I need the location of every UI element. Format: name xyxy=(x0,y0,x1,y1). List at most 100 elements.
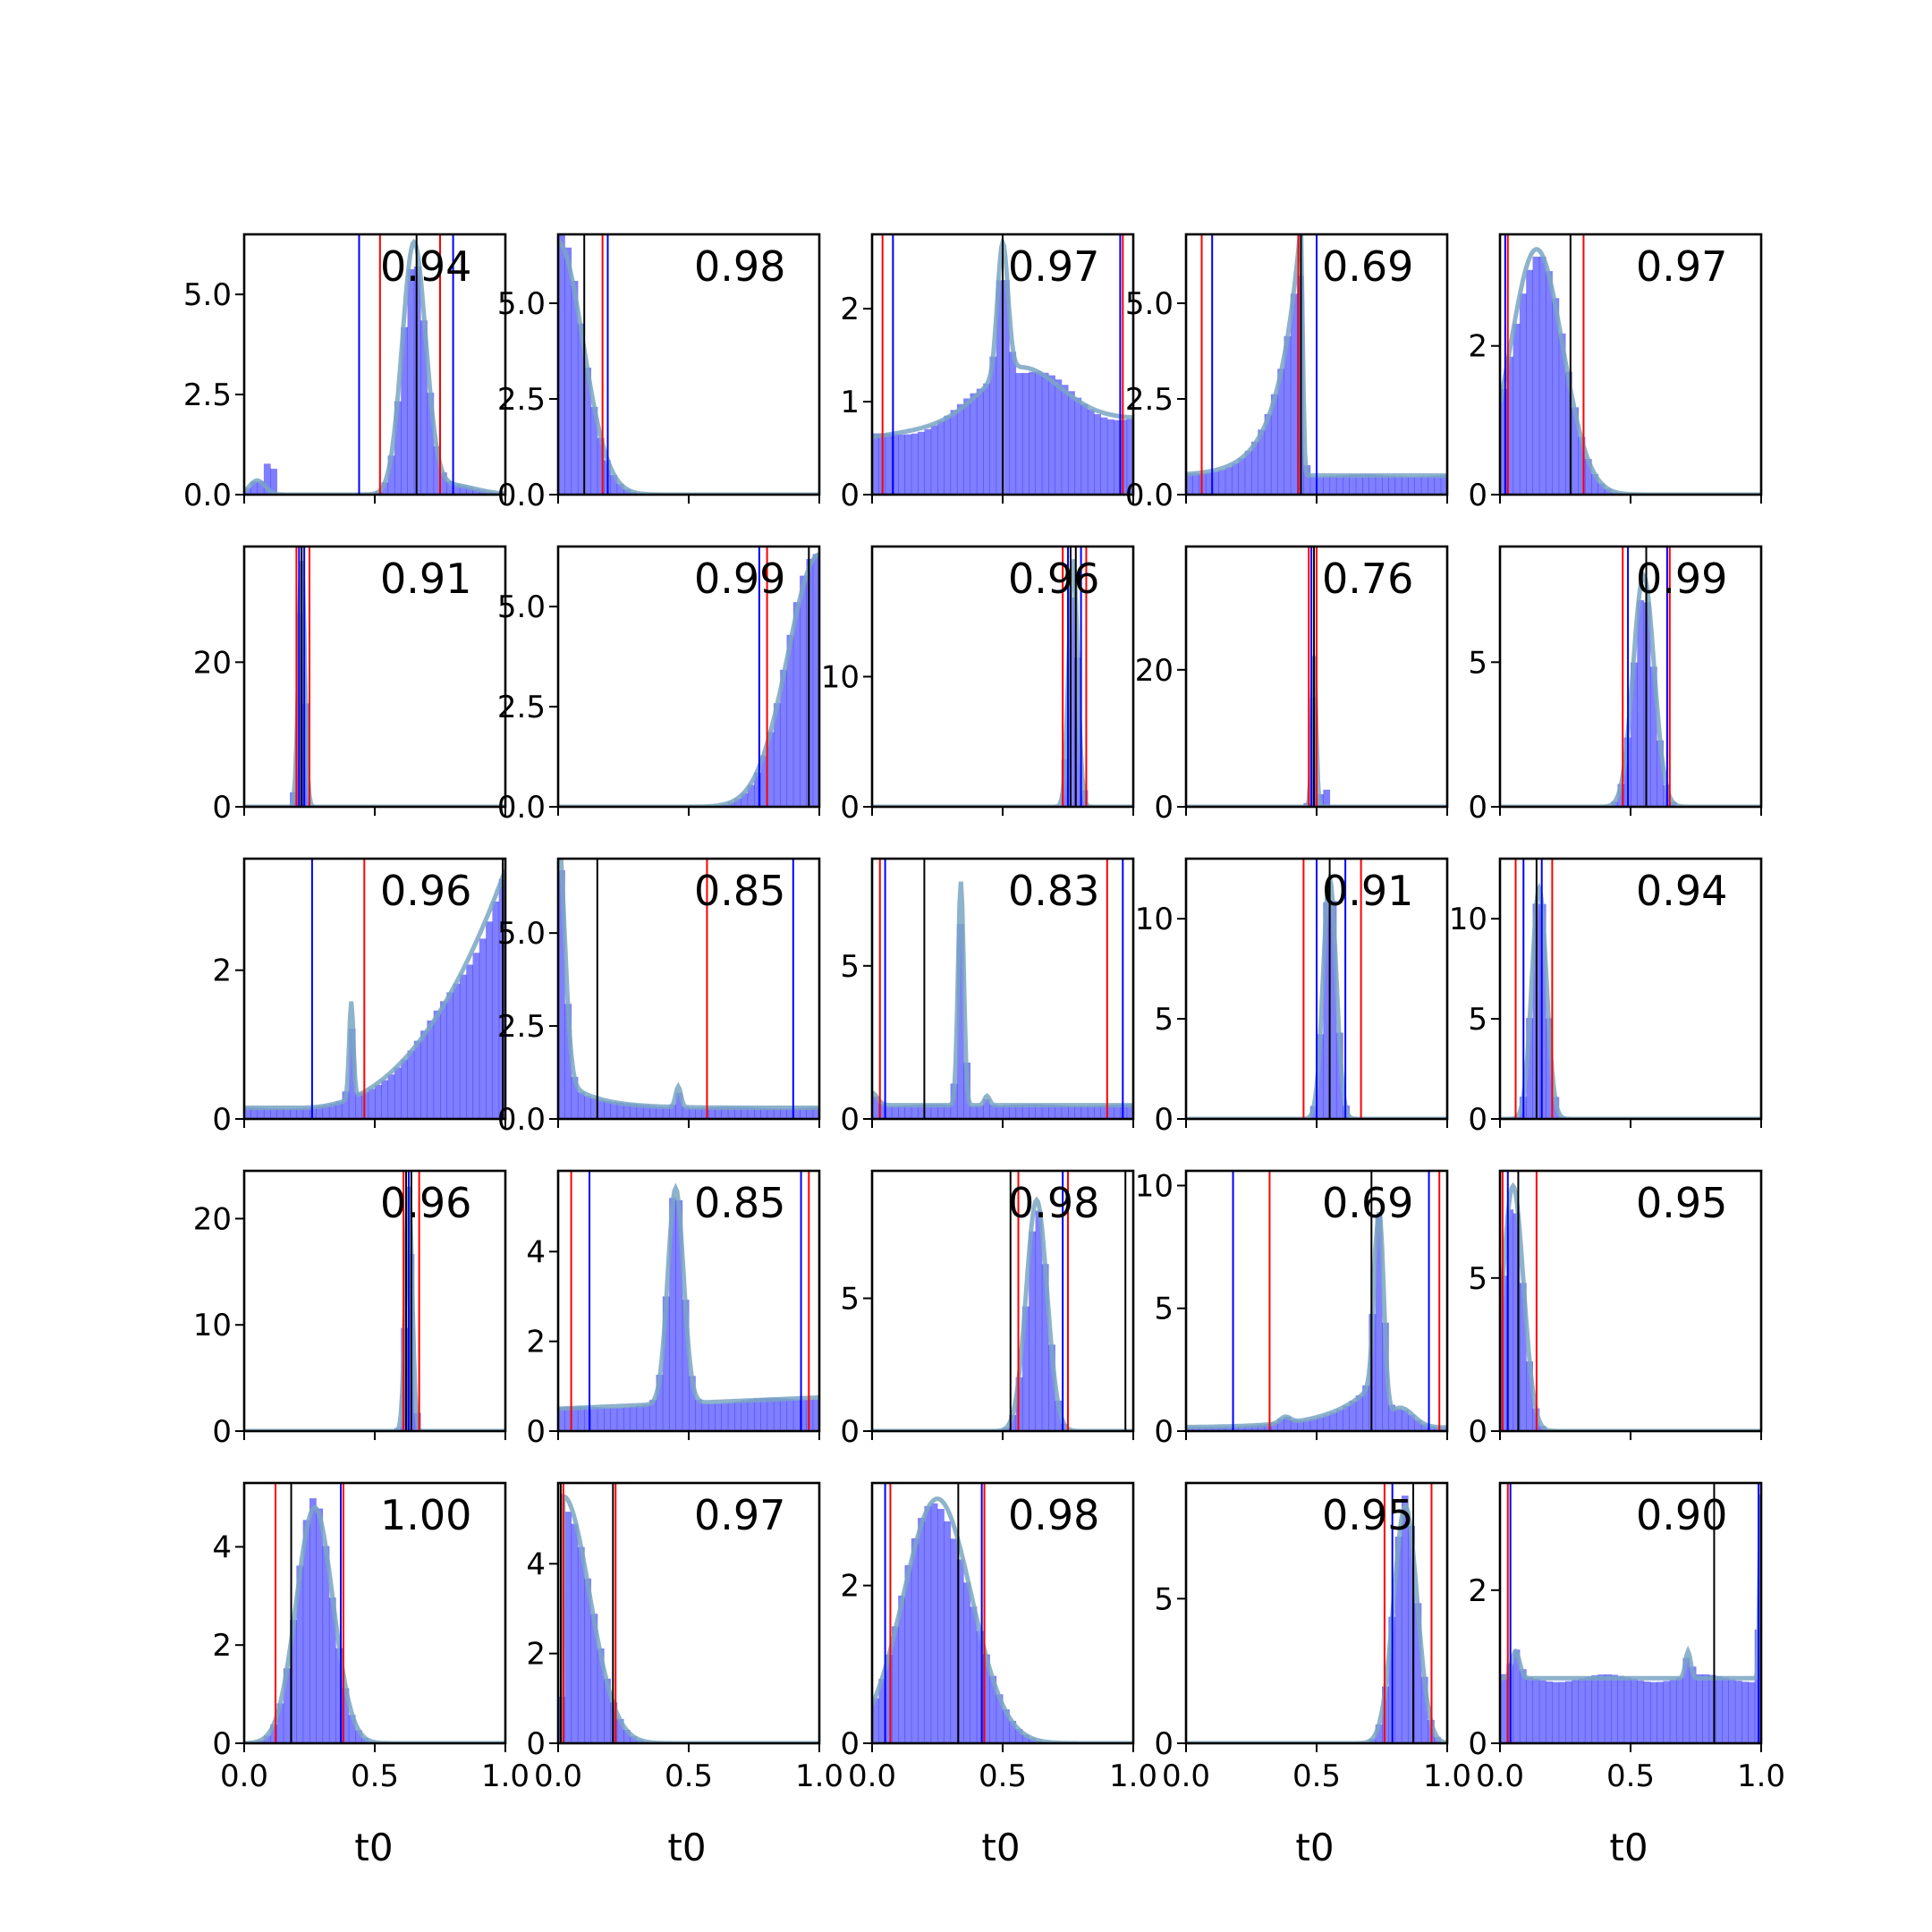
y-tick-label: 0.0 xyxy=(183,478,232,513)
histogram-bar xyxy=(1251,441,1258,495)
histogram-bar xyxy=(792,1107,801,1119)
histogram-bar xyxy=(1309,1419,1318,1431)
histogram-bar xyxy=(1722,1677,1729,1743)
histogram-bar xyxy=(446,992,454,1119)
histogram-bar xyxy=(1434,475,1442,495)
histogram-bar xyxy=(270,469,277,495)
histogram-bar xyxy=(440,472,447,495)
y-tick-label: 2 xyxy=(212,1628,232,1664)
panel-score-label: 0.91 xyxy=(1322,867,1413,915)
histogram-bar xyxy=(1021,372,1030,495)
histogram-bar xyxy=(970,393,978,495)
histogram-bar xyxy=(898,434,905,495)
histogram-bar xyxy=(754,772,761,807)
histogram-bar xyxy=(747,1107,755,1119)
density-curve xyxy=(1186,1211,1447,1430)
histogram-bar xyxy=(1323,789,1331,807)
histogram-bar xyxy=(1408,1525,1415,1743)
histogram-bar xyxy=(1538,1680,1546,1743)
histogram-bar xyxy=(767,1108,775,1119)
histogram-bar xyxy=(1519,1283,1527,1431)
histogram-bar xyxy=(1329,901,1337,1119)
histogram-bar xyxy=(1270,1422,1278,1431)
y-tick-label: 2.5 xyxy=(183,377,232,413)
histogram-bar xyxy=(590,1097,598,1119)
histogram-bar xyxy=(800,575,807,807)
histogram-bar xyxy=(1546,271,1553,495)
histogram-bar xyxy=(335,1101,343,1119)
histogram-bar xyxy=(1388,1404,1396,1431)
x-tick-label: 0.0 xyxy=(848,1758,896,1794)
x-tick-label: 0.5 xyxy=(665,1758,713,1794)
histogram-bar xyxy=(630,1736,638,1743)
histogram-bar xyxy=(244,1106,251,1119)
histogram-bar xyxy=(1584,459,1592,495)
histogram-bar xyxy=(276,1108,284,1119)
y-tick-label: 0 xyxy=(1468,790,1487,826)
histogram-bar xyxy=(1303,465,1311,495)
histogram-bar xyxy=(800,1107,807,1119)
histogram-bar xyxy=(616,484,624,495)
histogram-bar xyxy=(1323,1415,1331,1431)
histogram-bar xyxy=(257,1107,265,1119)
histogram-bar xyxy=(577,323,585,495)
panel-1-5: 020.97 xyxy=(1468,233,1763,513)
histogram-bar xyxy=(616,1718,624,1743)
histogram-bar xyxy=(812,1106,819,1119)
histogram-bar xyxy=(1029,371,1036,495)
histogram-bar xyxy=(1009,1105,1017,1119)
histogram-bar xyxy=(1003,1105,1010,1119)
panel-score-label: 0.69 xyxy=(1322,242,1413,291)
y-tick-label: 20 xyxy=(193,1201,232,1237)
histogram-bar xyxy=(1611,1674,1618,1743)
histogram-bar xyxy=(1290,1419,1298,1431)
histogram-bar xyxy=(1649,666,1657,807)
plot-area xyxy=(558,859,819,1119)
y-tick-label: 0.0 xyxy=(497,478,546,513)
histogram-bar xyxy=(950,410,958,495)
x-tick-label: 0.0 xyxy=(1162,1758,1210,1794)
histogram-bar xyxy=(760,1107,768,1119)
histogram-bar xyxy=(989,1104,997,1119)
histogram-bar xyxy=(1565,371,1572,495)
histogram-bar xyxy=(453,484,461,495)
histogram-bar xyxy=(420,320,428,495)
histogram-bar xyxy=(1355,1395,1363,1431)
histogram-bar xyxy=(792,602,801,807)
histogram-bar xyxy=(1631,662,1638,807)
histogram-bar xyxy=(1238,458,1246,495)
histogram-bar xyxy=(1519,293,1527,495)
histogram-bar xyxy=(1741,1682,1749,1743)
histogram-bar xyxy=(616,1102,624,1119)
histogram-bar xyxy=(1617,784,1625,807)
y-tick-label: 5 xyxy=(1154,1581,1174,1617)
histogram-bar xyxy=(472,953,480,1119)
histogram-bar xyxy=(695,1399,703,1431)
histogram-bar xyxy=(918,1105,925,1119)
histogram-bar xyxy=(754,1107,761,1119)
histogram-bar xyxy=(1074,1106,1082,1119)
histogram-bar xyxy=(878,1679,886,1743)
y-tick-label: 5.0 xyxy=(1125,286,1174,322)
histogram-bar xyxy=(956,403,964,495)
histogram-bar xyxy=(1317,1034,1324,1119)
histogram-bar xyxy=(1414,1419,1422,1431)
histogram-bar xyxy=(316,1106,324,1119)
histogram-bar xyxy=(930,1503,938,1743)
histogram-bar xyxy=(394,1067,402,1119)
x-axis-label: t0 xyxy=(981,1826,1020,1869)
histogram-bar xyxy=(1224,467,1233,495)
y-tick-label: 0.0 xyxy=(497,1102,546,1138)
histogram-bar xyxy=(355,1092,362,1119)
y-tick-label: 5 xyxy=(1154,1002,1174,1038)
histogram-bar xyxy=(1440,474,1447,495)
x-tick-label: 0.5 xyxy=(1292,1758,1341,1794)
histogram-bar xyxy=(342,1688,350,1743)
y-tick-label: 2.5 xyxy=(497,382,546,418)
panel-score-label: 0.85 xyxy=(694,1179,785,1227)
histogram-bar xyxy=(1343,1405,1350,1431)
y-tick-label: 10 xyxy=(1449,902,1487,937)
histogram-bar xyxy=(1035,1210,1043,1431)
histogram-bar xyxy=(1362,474,1369,495)
panel-score-label: 0.98 xyxy=(694,242,785,291)
